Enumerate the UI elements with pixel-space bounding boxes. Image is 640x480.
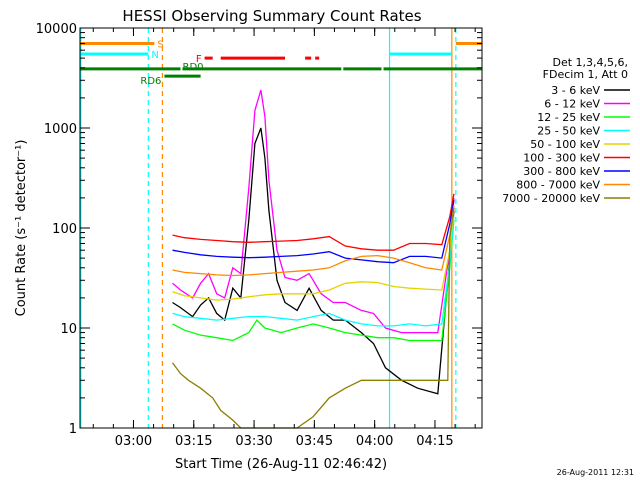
legend-label-7: 300 - 800 keV bbox=[523, 165, 600, 178]
legend-header-line-1: Det 1,3,4,5,6, bbox=[552, 56, 628, 69]
series-line-1 bbox=[172, 127, 455, 395]
y-axis-label: Count Rate (s⁻¹ detector⁻¹) bbox=[14, 140, 29, 317]
series-line-5 bbox=[172, 207, 455, 301]
y-tick-label-1: 1 bbox=[69, 422, 77, 437]
state-bar-label-rd6: RD6 bbox=[140, 76, 161, 87]
legend-label-5: 50 - 100 keV bbox=[530, 138, 600, 151]
x-axis-label: Start Time (26-Aug-11 02:46:42) bbox=[175, 457, 387, 472]
x-tick-label-1: 03:00 bbox=[115, 434, 152, 449]
legend-label-8: 800 - 7000 keV bbox=[516, 179, 600, 192]
state-bar-label-f: F bbox=[196, 54, 202, 65]
legend-label-9: 7000 - 20000 keV bbox=[502, 192, 600, 205]
footer-timestamp: 26-Aug-2011 12:31 bbox=[557, 468, 634, 477]
legend-label-2: 6 - 12 keV bbox=[544, 98, 600, 111]
vertical-markers bbox=[80, 28, 457, 428]
series-line-7 bbox=[172, 199, 455, 264]
legend-label-4: 25 - 50 keV bbox=[537, 125, 600, 138]
axes: 03:00 03:15 03:30 03:45 04:00 04:15 1 10 100 1000… bbox=[36, 22, 483, 449]
series-lines bbox=[171, 89, 455, 429]
series-line-3 bbox=[172, 220, 455, 342]
series-line-6 bbox=[172, 193, 455, 251]
legend-label-1: 3 - 6 keV bbox=[551, 84, 600, 97]
x-tick-label-5: 04:00 bbox=[356, 434, 393, 449]
y-tick-label-2: 10 bbox=[60, 322, 77, 337]
y-tick-label-3: 100 bbox=[52, 222, 77, 237]
plot-frame bbox=[79, 27, 483, 429]
legend-label-6: 100 - 300 keV bbox=[523, 152, 600, 165]
legend-label-3: 12 - 25 keV bbox=[537, 111, 600, 124]
x-tick-label-6: 04:15 bbox=[416, 434, 453, 449]
x-tick-label-4: 03:45 bbox=[296, 434, 333, 449]
x-tick-label-3: 03:30 bbox=[235, 434, 272, 449]
series-line-2 bbox=[172, 89, 455, 334]
state-bar-label-n: N bbox=[151, 50, 158, 61]
state-bar-label-rd0: RD0 bbox=[183, 62, 204, 73]
x-tick-label-2: 03:15 bbox=[175, 434, 212, 449]
series-line-4 bbox=[172, 216, 455, 327]
series-line-8 bbox=[172, 204, 455, 277]
y-tick-label-4: 1000 bbox=[44, 122, 77, 137]
legend-header-line-2: FDecim 1, Att 0 bbox=[543, 68, 628, 81]
chart-title: HESSI Observing Summary Count Rates bbox=[122, 7, 421, 25]
series-line-9 bbox=[171, 207, 455, 429]
y-tick-label-5: 10000 bbox=[36, 22, 77, 37]
state-bar-label-s: S bbox=[157, 39, 163, 50]
